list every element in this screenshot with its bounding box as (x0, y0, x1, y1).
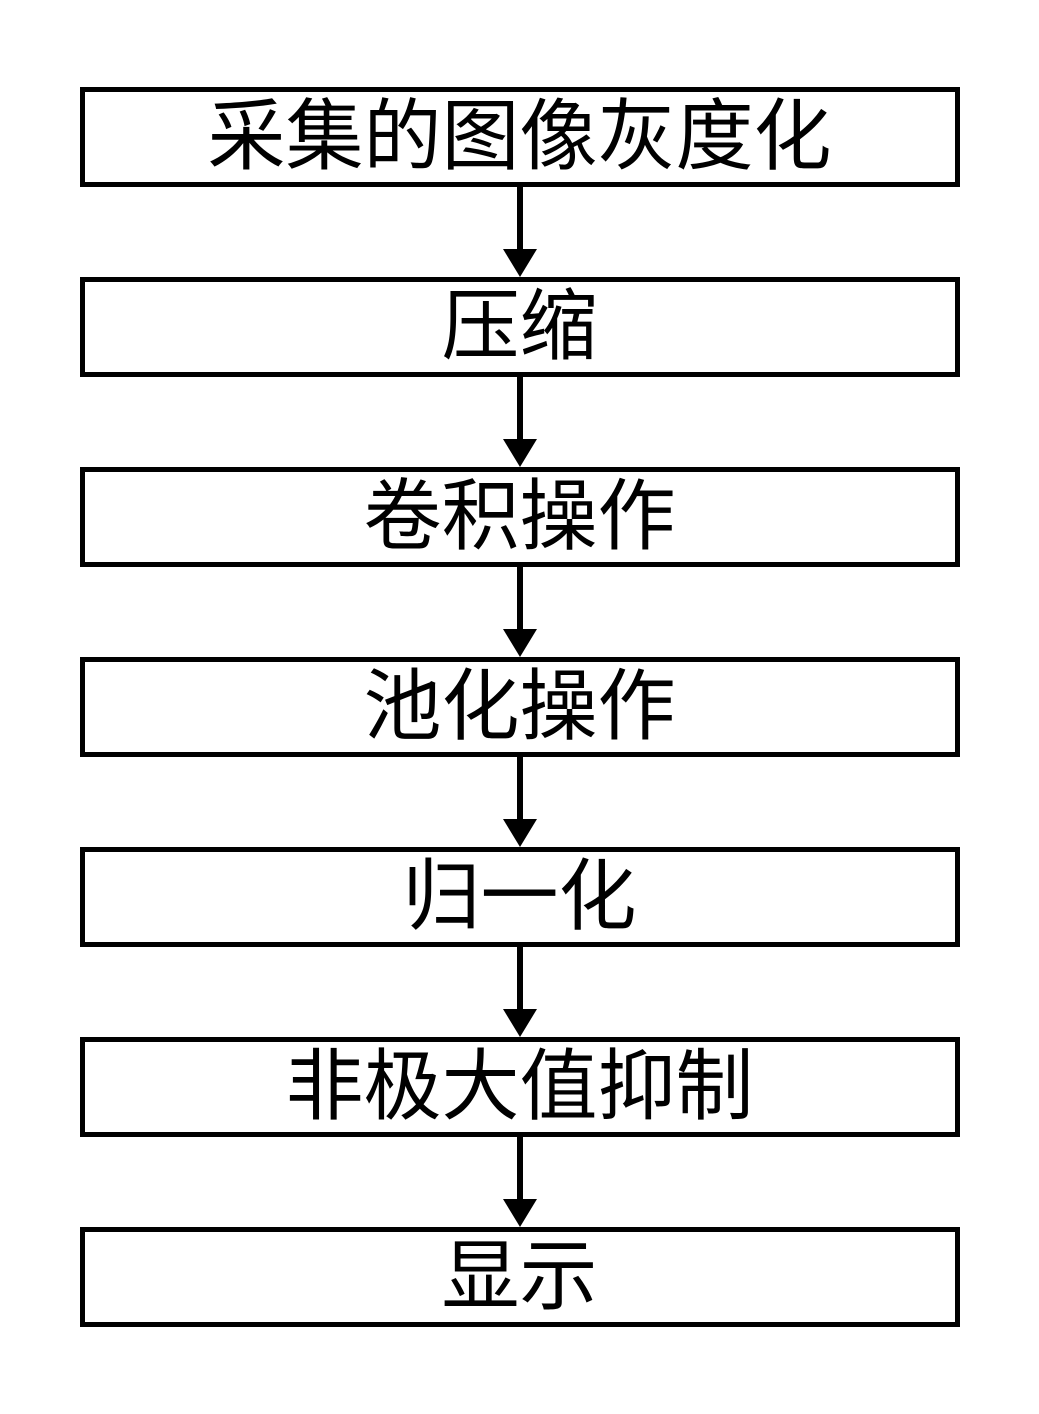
node-label: 卷积操作 (363, 478, 675, 556)
arrow-head (503, 819, 537, 847)
flowchart-node-compress: 压缩 (80, 277, 960, 377)
arrow-icon (503, 377, 537, 467)
arrow-head (503, 439, 537, 467)
arrow-head (503, 629, 537, 657)
node-label: 显示 (441, 1238, 597, 1316)
node-label: 池化操作 (363, 668, 675, 746)
flowchart-container: 采集的图像灰度化 压缩 卷积操作 池化操作 归一化 非极大值抑制 (80, 87, 960, 1327)
arrow-line (517, 377, 523, 439)
arrow-line (517, 1137, 523, 1199)
flowchart-node-convolution: 卷积操作 (80, 467, 960, 567)
node-label: 压缩 (441, 288, 597, 366)
arrow-icon (503, 947, 537, 1037)
arrow-line (517, 187, 523, 249)
node-label: 采集的图像灰度化 (207, 98, 831, 176)
node-label: 归一化 (402, 858, 636, 936)
arrow-line (517, 757, 523, 819)
flowchart-node-grayscale: 采集的图像灰度化 (80, 87, 960, 187)
arrow-head (503, 1009, 537, 1037)
flowchart-node-pooling: 池化操作 (80, 657, 960, 757)
flowchart-node-display: 显示 (80, 1227, 960, 1327)
flowchart-node-nms: 非极大值抑制 (80, 1037, 960, 1137)
arrow-head (503, 249, 537, 277)
arrow-icon (503, 1137, 537, 1227)
arrow-icon (503, 757, 537, 847)
arrow-line (517, 567, 523, 629)
node-label: 非极大值抑制 (285, 1048, 753, 1126)
flowchart-node-normalize: 归一化 (80, 847, 960, 947)
arrow-line (517, 947, 523, 1009)
arrow-icon (503, 567, 537, 657)
arrow-icon (503, 187, 537, 277)
arrow-head (503, 1199, 537, 1227)
